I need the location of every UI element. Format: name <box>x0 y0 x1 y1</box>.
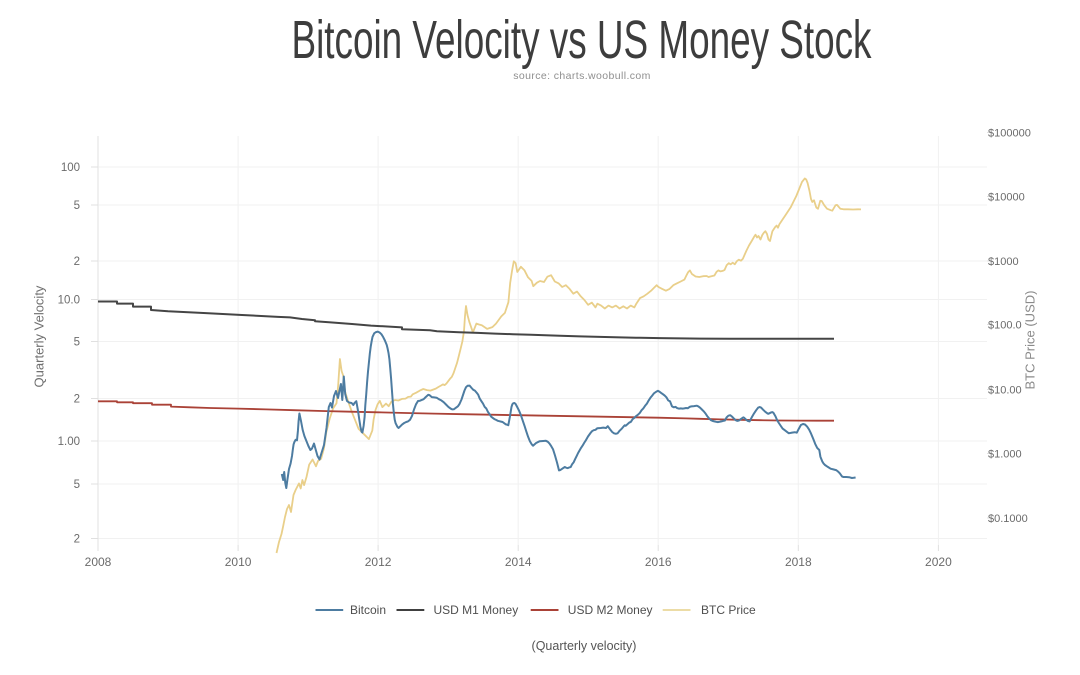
svg-text:2014: 2014 <box>505 555 532 569</box>
svg-text:source: charts.woobull.com: source: charts.woobull.com <box>513 70 651 82</box>
svg-text:100: 100 <box>61 162 80 174</box>
svg-text:2018: 2018 <box>785 555 812 569</box>
svg-text:2010: 2010 <box>225 555 252 569</box>
svg-text:$10000: $10000 <box>988 192 1025 204</box>
svg-text:5: 5 <box>74 200 80 212</box>
svg-text:2: 2 <box>74 256 80 268</box>
svg-text:2008: 2008 <box>85 555 112 569</box>
svg-text:2012: 2012 <box>365 555 392 569</box>
svg-text:BTC Price (USD): BTC Price (USD) <box>1023 291 1038 390</box>
svg-text:2020: 2020 <box>925 555 952 569</box>
svg-text:USD M2 Money: USD M2 Money <box>568 603 653 617</box>
svg-text:5: 5 <box>74 337 80 349</box>
svg-text:$1.000: $1.000 <box>988 449 1022 461</box>
svg-text:Quarterly Velocity: Quarterly Velocity <box>32 285 47 387</box>
svg-text:(Quarterly velocity): (Quarterly velocity) <box>532 639 637 653</box>
svg-text:2: 2 <box>74 534 80 546</box>
svg-text:$0.1000: $0.1000 <box>988 513 1028 525</box>
svg-text:Bitcoin: Bitcoin <box>350 603 386 617</box>
svg-text:$10.00: $10.00 <box>988 385 1022 397</box>
svg-text:$100000: $100000 <box>988 128 1031 140</box>
svg-text:2: 2 <box>74 394 80 406</box>
svg-text:5: 5 <box>74 479 80 491</box>
svg-text:BTC Price: BTC Price <box>701 603 756 617</box>
svg-text:$1000: $1000 <box>988 256 1019 268</box>
svg-text:10.0: 10.0 <box>58 295 80 307</box>
svg-text:Bitcoin Velocity vs US Money S: Bitcoin Velocity vs US Money Stock <box>292 10 873 70</box>
svg-text:1.00: 1.00 <box>58 436 80 448</box>
svg-text:USD M1 Money: USD M1 Money <box>434 603 519 617</box>
svg-text:2016: 2016 <box>645 555 672 569</box>
svg-text:$100.0: $100.0 <box>988 320 1022 332</box>
